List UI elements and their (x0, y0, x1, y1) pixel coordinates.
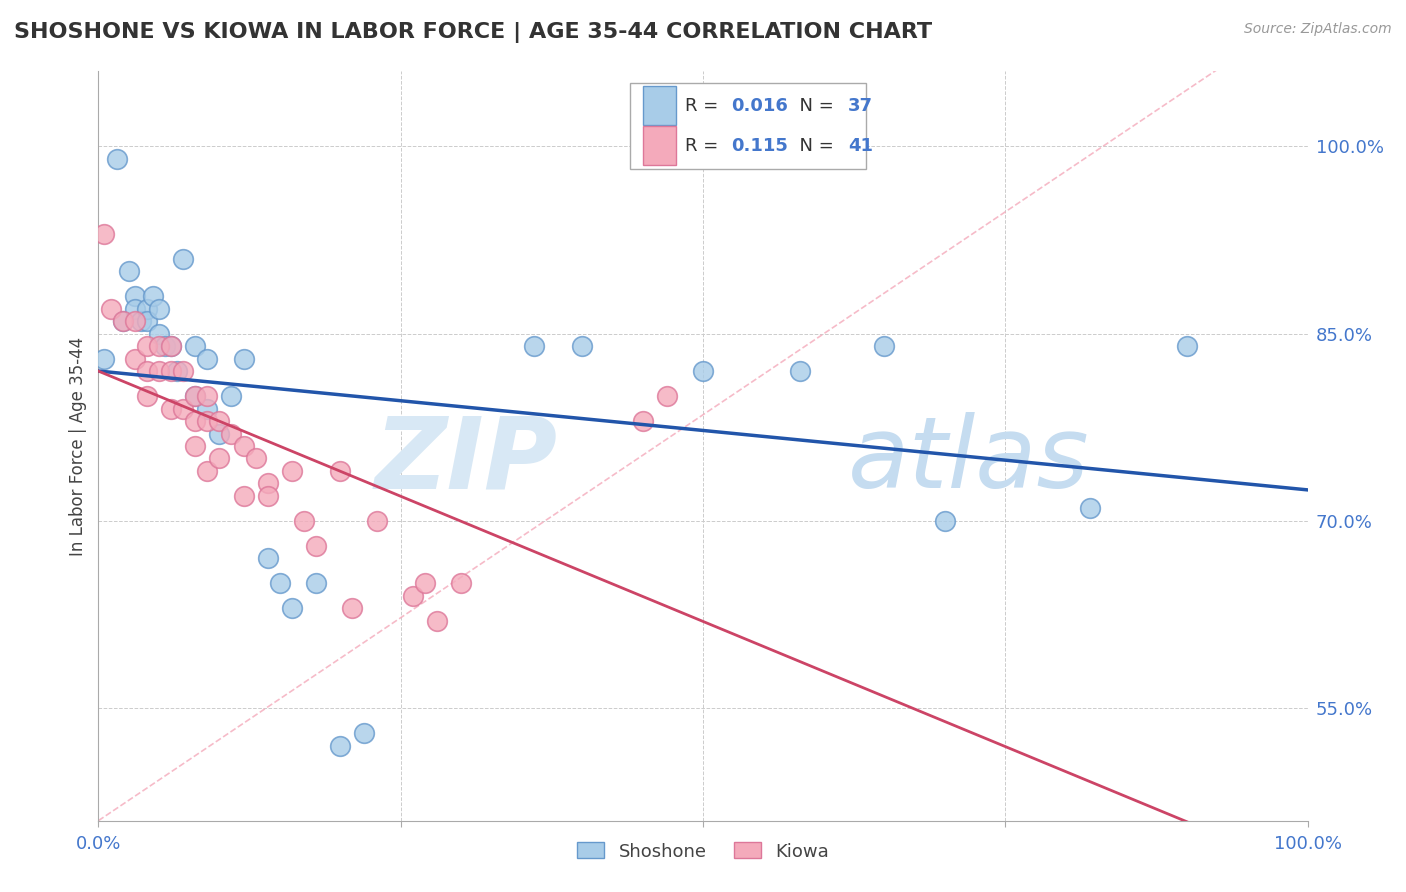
Point (232, 439, 254, 453)
Point (692, 364, 714, 378)
Point (523, 339, 546, 353)
Bar (643, 87, 676, 126)
Point (195, 464, 218, 478)
Text: atlas: atlas (848, 412, 1090, 509)
Point (342, 601, 364, 615)
Point (221, 389, 243, 403)
Point (256, 476, 278, 491)
Point (124, 289, 146, 303)
Point (281, 464, 304, 478)
Point (105, 152, 128, 166)
Point (571, 339, 593, 353)
Point (111, 314, 134, 328)
Point (184, 389, 207, 403)
Bar (630, 83, 866, 169)
Point (111, 314, 134, 328)
Point (184, 339, 207, 353)
Point (450, 576, 472, 591)
Point (195, 389, 218, 403)
Point (426, 614, 449, 628)
Point (402, 589, 425, 603)
Point (135, 301, 157, 316)
Point (292, 514, 315, 528)
Point (873, 339, 896, 353)
Point (184, 414, 207, 428)
Point (124, 351, 146, 366)
Point (160, 339, 183, 353)
Point (789, 364, 811, 378)
Point (934, 514, 956, 528)
Point (366, 514, 388, 528)
Point (221, 426, 243, 441)
Text: 41: 41 (848, 136, 873, 154)
Point (184, 439, 207, 453)
Point (148, 301, 170, 316)
Point (100, 301, 122, 316)
Point (631, 414, 654, 428)
Point (281, 601, 304, 615)
Point (1175, 339, 1198, 353)
Point (329, 739, 352, 753)
Point (1078, 501, 1101, 516)
Text: 37: 37 (848, 97, 873, 115)
Point (172, 401, 194, 416)
Point (160, 339, 183, 353)
Point (232, 351, 254, 366)
Point (135, 314, 157, 328)
Point (195, 414, 218, 428)
Point (208, 451, 231, 466)
Point (142, 289, 165, 303)
Point (172, 364, 194, 378)
Point (93, 351, 115, 366)
Bar (643, 126, 676, 165)
Point (153, 339, 176, 353)
Text: N =: N = (787, 136, 839, 154)
Y-axis label: In Labor Force | Age 35-44: In Labor Force | Age 35-44 (69, 336, 87, 556)
Text: N =: N = (787, 97, 839, 115)
Text: Source: ZipAtlas.com: Source: ZipAtlas.com (1244, 22, 1392, 37)
Point (353, 726, 375, 740)
Point (124, 301, 146, 316)
Point (208, 414, 231, 428)
Point (93, 227, 115, 241)
Point (160, 364, 183, 378)
Point (135, 364, 157, 378)
Point (184, 389, 207, 403)
Text: 0.115: 0.115 (731, 136, 787, 154)
Point (232, 489, 254, 503)
Point (135, 339, 157, 353)
Point (208, 426, 231, 441)
Text: SHOSHONE VS KIOWA IN LABOR FORCE | AGE 35-44 CORRELATION CHART: SHOSHONE VS KIOWA IN LABOR FORCE | AGE 3… (14, 22, 932, 44)
Text: R =: R = (685, 97, 724, 115)
Text: R =: R = (685, 136, 724, 154)
Point (166, 364, 188, 378)
Point (124, 314, 146, 328)
Point (305, 576, 328, 591)
Point (413, 576, 436, 591)
Point (195, 351, 218, 366)
Point (269, 576, 291, 591)
Point (129, 314, 152, 328)
Point (195, 401, 218, 416)
Point (329, 464, 352, 478)
Point (148, 364, 170, 378)
Point (655, 389, 678, 403)
Point (160, 401, 183, 416)
Point (118, 264, 141, 278)
Point (135, 389, 157, 403)
Point (256, 489, 278, 503)
Point (148, 339, 170, 353)
Point (305, 539, 328, 553)
Point (148, 326, 170, 341)
Point (245, 451, 267, 466)
Text: ZIP: ZIP (375, 412, 558, 509)
Point (256, 551, 278, 566)
Point (172, 252, 194, 266)
Legend: Shoshone, Kiowa: Shoshone, Kiowa (569, 835, 837, 868)
Text: 0.016: 0.016 (731, 97, 787, 115)
